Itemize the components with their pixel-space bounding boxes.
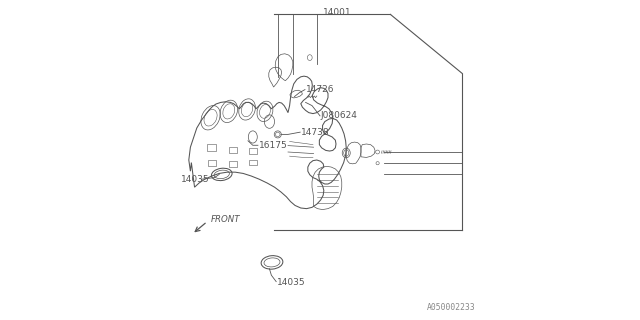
Text: 14035: 14035 (277, 278, 305, 287)
Text: 16175: 16175 (259, 141, 287, 150)
Text: 14726: 14726 (306, 85, 334, 94)
Text: 14035: 14035 (181, 175, 209, 184)
Bar (249, 160, 257, 165)
Bar (249, 148, 257, 154)
Text: FRONT: FRONT (211, 215, 241, 224)
Text: A050002233: A050002233 (426, 303, 475, 312)
Text: 14738: 14738 (301, 128, 330, 137)
Text: 14001: 14001 (323, 8, 351, 17)
Text: J080624: J080624 (321, 111, 358, 120)
